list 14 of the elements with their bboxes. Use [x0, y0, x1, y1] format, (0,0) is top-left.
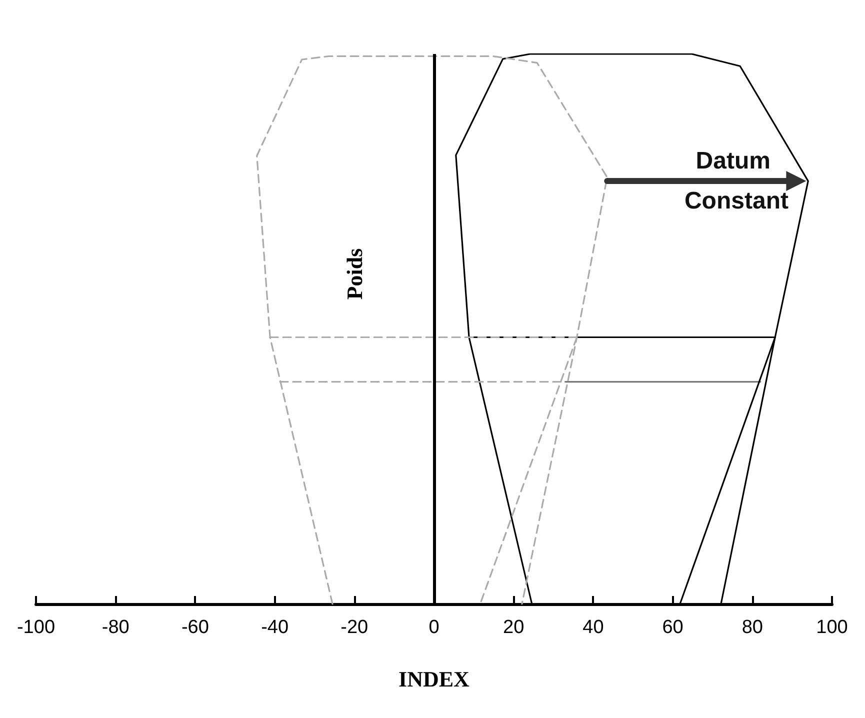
x-tick-label: 60	[662, 617, 684, 638]
x-tick-label: 100	[816, 617, 848, 638]
y-axis-title: Poids	[342, 248, 367, 300]
x-tick-label: 80	[742, 617, 763, 638]
x-tick-label: 0	[428, 617, 440, 638]
x-tick-label: -100	[16, 617, 56, 638]
x-tick-label: -20	[340, 617, 368, 638]
x-axis-title: INDEX	[398, 666, 470, 692]
annotation: Datum Constant	[684, 148, 788, 215]
x-tick-label: 40	[582, 617, 604, 638]
x-tick-label: -60	[181, 617, 209, 638]
x-tick-label: 20	[503, 617, 524, 638]
x-tick-label: -40	[261, 617, 289, 638]
x-tick-label: -80	[102, 617, 130, 638]
